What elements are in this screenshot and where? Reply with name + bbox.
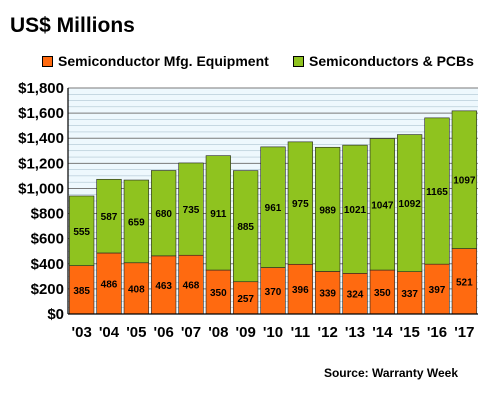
y-tick-label: $1,200: [18, 155, 64, 172]
x-tick-label: '09: [236, 324, 256, 341]
bar-semiconductors: [451, 110, 477, 249]
x-tick-label: '11: [291, 324, 310, 341]
data-label-equipment: 337: [401, 289, 418, 300]
data-label-equipment: 468: [183, 281, 200, 292]
y-tick-label: $600: [31, 231, 64, 248]
bar-semiconductors: [151, 170, 177, 257]
data-label-equipment: 257: [237, 294, 254, 305]
bar-semiconductors: [96, 178, 122, 254]
y-tick-label: $1,600: [18, 105, 64, 122]
bar-semiconductors: [315, 146, 341, 272]
data-label-semiconductors: 911: [210, 209, 227, 220]
data-label-equipment: 486: [101, 279, 118, 290]
bar-equipment: [151, 255, 177, 315]
y-tick-label: $800: [31, 206, 64, 223]
data-label-semiconductors: 1097: [453, 176, 476, 187]
bar-semiconductors: [233, 170, 259, 283]
x-tick-label: '13: [345, 324, 365, 341]
data-label-semiconductors: 1092: [399, 199, 422, 210]
legend-item-equipment: Semiconductor Mfg. Equipment: [42, 53, 269, 69]
data-label-semiconductors: 961: [265, 203, 282, 214]
bar-semiconductors: [369, 138, 395, 271]
data-label-equipment: 408: [128, 284, 145, 295]
data-label-semiconductors: 1047: [371, 200, 394, 211]
data-label-semiconductors: 555: [73, 227, 90, 238]
data-label-equipment: 397: [429, 285, 446, 296]
legend-label-equipment: Semiconductor Mfg. Equipment: [58, 53, 269, 69]
x-tick-label: '17: [454, 324, 474, 341]
y-tick-label: $200: [31, 281, 64, 298]
bar-equipment: [342, 273, 368, 315]
bar-equipment: [96, 252, 122, 315]
data-label-semiconductors: 587: [101, 212, 118, 223]
bar-equipment: [178, 254, 204, 315]
data-label-equipment: 385: [73, 286, 90, 297]
data-label-equipment: 370: [265, 287, 282, 298]
legend-swatch-semiconductors: [293, 55, 304, 67]
data-label-equipment: 339: [319, 289, 336, 300]
x-tick-label: '12: [318, 324, 338, 341]
bar-semiconductors: [397, 134, 423, 272]
bar-semiconductors: [342, 144, 368, 274]
y-tick-label: $1,800: [18, 80, 64, 97]
bar-semiconductors: [123, 179, 149, 264]
legend-swatch-equipment: [42, 55, 53, 67]
data-label-equipment: 350: [210, 288, 227, 299]
y-tick-label: $1,000: [18, 180, 64, 197]
data-label-equipment: 463: [155, 281, 172, 292]
bar-equipment: [315, 271, 341, 315]
x-tick-label: '06: [154, 324, 174, 341]
data-label-semiconductors: 1165: [426, 187, 448, 198]
bar-semiconductors: [69, 195, 95, 266]
bar-semiconductors: [178, 162, 204, 256]
x-tick-label: '15: [400, 324, 420, 341]
x-tick-label: '05: [126, 324, 146, 341]
data-label-equipment: 521: [456, 277, 473, 288]
x-tick-label: '10: [263, 324, 283, 341]
x-tick-label: '16: [427, 324, 447, 341]
data-label-semiconductors: 975: [292, 199, 309, 210]
data-label-semiconductors: 659: [128, 217, 145, 228]
bar-semiconductors: [287, 141, 313, 265]
bar-equipment: [451, 248, 477, 315]
x-tick-label: '07: [181, 324, 201, 341]
source-note: Source: Warranty Week: [323, 366, 458, 380]
data-label-semiconductors: 989: [319, 205, 336, 216]
legend-label-semiconductors: Semiconductors & PCBs: [309, 53, 474, 69]
bar-equipment: [260, 267, 286, 315]
x-tick-label: '03: [72, 324, 92, 341]
data-label-semiconductors: 1021: [344, 205, 367, 216]
data-label-semiconductors: 885: [237, 222, 254, 233]
bar-equipment: [205, 269, 231, 315]
units-title: US$ Millions: [10, 14, 135, 37]
y-tick-label: $1,400: [18, 130, 64, 147]
bar-equipment: [424, 263, 450, 315]
bar-equipment: [397, 271, 423, 315]
bar-semiconductors: [424, 117, 450, 265]
x-tick-label: '14: [372, 324, 393, 341]
bar-semiconductors: [205, 155, 231, 271]
legend-item-semiconductors: Semiconductors & PCBs: [293, 53, 474, 69]
bar-equipment: [123, 262, 149, 315]
bar-semiconductors: [260, 146, 286, 268]
y-tick-label: $400: [31, 256, 64, 273]
y-tick-label: $0: [47, 306, 64, 323]
data-label-equipment: 350: [374, 288, 391, 299]
bar-equipment: [287, 263, 313, 315]
data-label-semiconductors: 680: [155, 209, 172, 220]
data-label-equipment: 396: [292, 285, 309, 296]
data-label-equipment: 324: [347, 290, 364, 301]
data-label-semiconductors: 735: [183, 205, 200, 216]
x-tick-label: '08: [208, 324, 228, 341]
x-tick-label: '04: [99, 324, 120, 341]
